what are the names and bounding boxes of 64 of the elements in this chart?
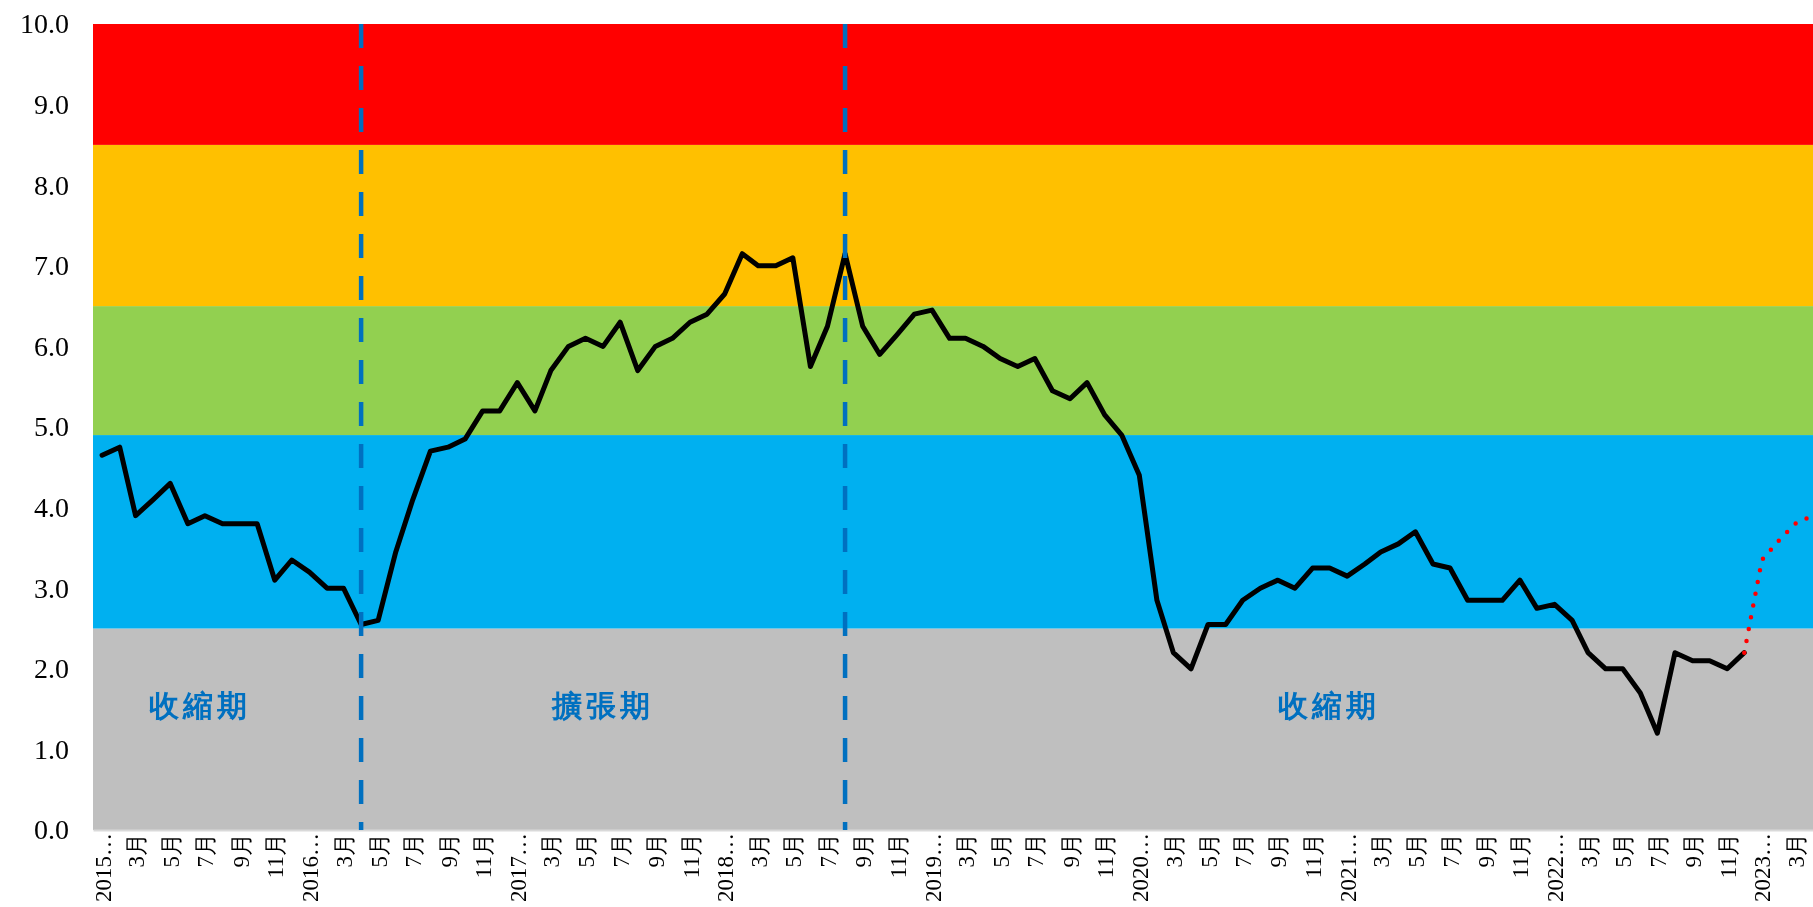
x-tick-label: 2022… — [1543, 833, 1569, 902]
x-tick-label: 5月 — [366, 833, 392, 868]
x-tick-label: 2020… — [1127, 833, 1153, 902]
y-tick-label: 0.0 — [34, 814, 69, 846]
x-tick-label: 5月 — [988, 833, 1014, 868]
x-tick-label: 9月 — [643, 833, 669, 868]
x-tick-label: 2015… — [90, 833, 116, 902]
annotation: 收縮期 — [149, 688, 252, 722]
x-tick-label: 11月 — [885, 833, 911, 879]
x-tick-label: 5月 — [158, 833, 184, 868]
y-tick-label: 1.0 — [34, 733, 69, 765]
x-tick-label: 7月 — [1231, 833, 1257, 868]
y-tick-label: 7.0 — [34, 250, 69, 282]
x-tick-label: 9月 — [1473, 833, 1499, 868]
x-tick-label: 9月 — [436, 833, 462, 868]
y-tick-label: 10.0 — [20, 8, 69, 40]
x-tick-label: 3月 — [1576, 833, 1602, 868]
x-tick-label: 9月 — [851, 833, 877, 868]
x-tick-label: 9月 — [1058, 833, 1084, 868]
x-tick-label: 2017… — [505, 833, 531, 902]
y-tick-label: 2.0 — [34, 653, 69, 685]
x-tick-label: 5月 — [1611, 833, 1637, 868]
x-tick-label: 11月 — [1093, 833, 1119, 879]
x-tick-label: 7月 — [1023, 833, 1049, 868]
x-tick-label: 11月 — [263, 833, 289, 879]
x-tick-label: 3月 — [124, 833, 150, 868]
x-tick-label: 7月 — [1645, 833, 1671, 868]
x-tick-label: 7月 — [608, 833, 634, 868]
y-tick-label: 6.0 — [34, 330, 69, 362]
x-tick-label: 5月 — [1196, 833, 1222, 868]
x-tick-label: 5月 — [781, 833, 807, 868]
x-tick-label: 3月 — [1161, 833, 1187, 868]
y-tick-label: 9.0 — [34, 89, 69, 121]
x-tick-label: 9月 — [1681, 833, 1707, 868]
x-tick-label: 7月 — [816, 833, 842, 868]
x-tick-label: 5月 — [1403, 833, 1429, 868]
x-tick-label: 11月 — [678, 833, 704, 879]
x-tick-label: 2016… — [297, 833, 323, 902]
x-tick-label: 3月 — [954, 833, 980, 868]
y-tick-label: 4.0 — [34, 492, 69, 524]
x-tick-label: 3月 — [746, 833, 772, 868]
y-tick-label: 3.0 — [34, 572, 69, 604]
x-tick-label: 3月 — [539, 833, 565, 868]
x-tick-label: 11月 — [471, 833, 497, 879]
x-tick-label: 2021… — [1335, 833, 1361, 902]
y-tick-label: 8.0 — [34, 169, 69, 201]
x-tick-label: 7月 — [401, 833, 427, 868]
annotation: 擴張期 — [551, 688, 655, 722]
x-tick-label: 3月 — [1369, 833, 1395, 868]
x-tick-label: 11月 — [1715, 833, 1741, 879]
x-tick-label: 2018… — [713, 833, 739, 902]
x-tick-label: 11月 — [1301, 833, 1327, 879]
x-tick-label: 2019… — [920, 833, 946, 902]
x-tick-label: 9月 — [228, 833, 254, 868]
x-tick-label: 7月 — [1438, 833, 1464, 868]
y-tick-label: 5.0 — [34, 411, 69, 443]
x-tick-label: 11月 — [1508, 833, 1534, 879]
x-tick-label: 3月 — [332, 833, 358, 868]
x-tick-label: 2023… — [1750, 833, 1776, 902]
x-tick-label: 3月 — [1783, 833, 1809, 868]
x-tick-label: 9月 — [1266, 833, 1292, 868]
x-tick-label: 7月 — [193, 833, 219, 868]
annotation: 收縮期 — [1278, 688, 1381, 722]
x-tick-label: 5月 — [574, 833, 600, 868]
